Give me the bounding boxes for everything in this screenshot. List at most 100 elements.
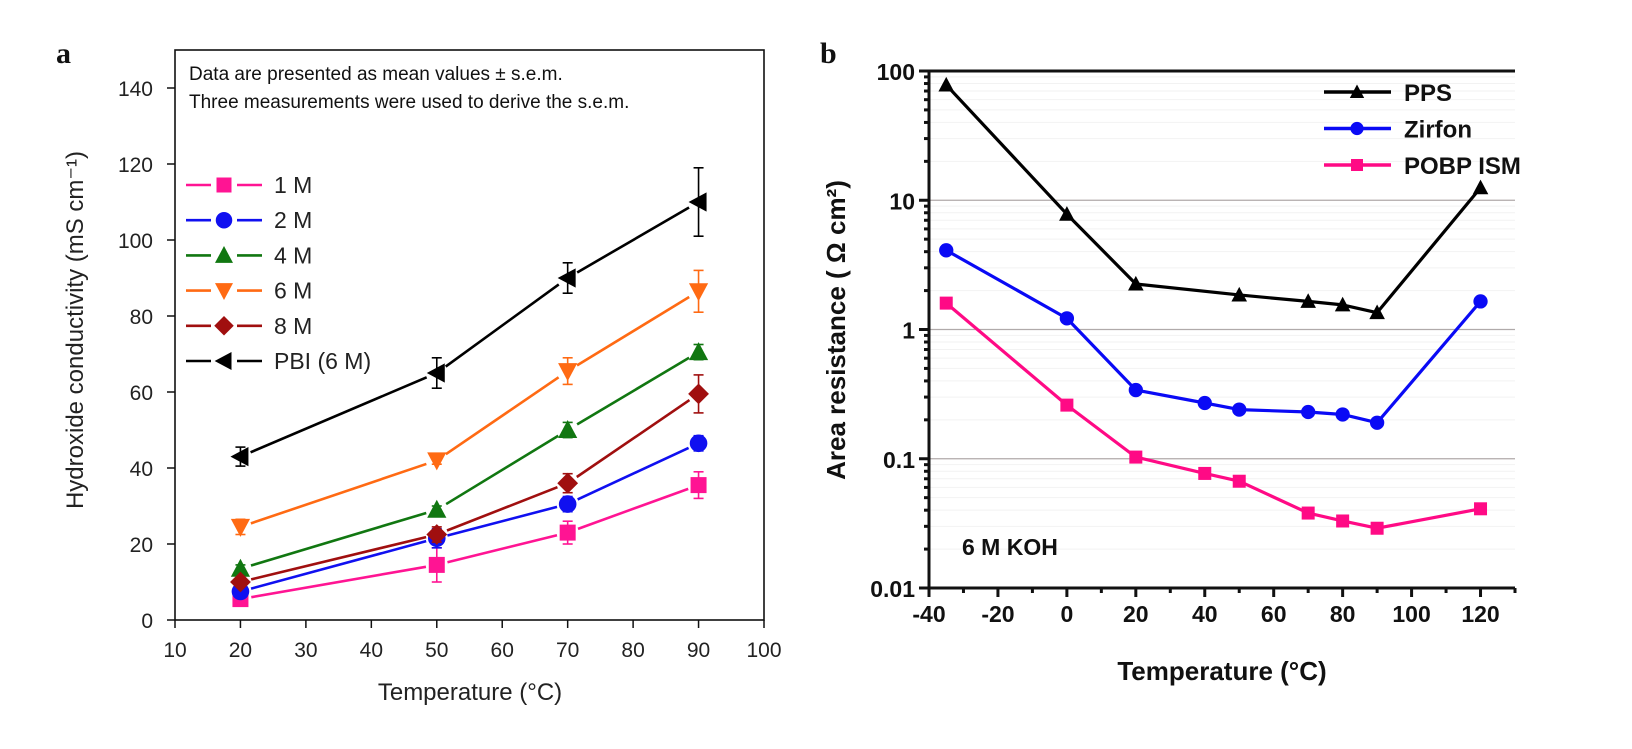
data-point (1369, 304, 1385, 320)
y-tick-label-a: 140 (118, 78, 153, 101)
data-point (1059, 206, 1075, 221)
x-tick-label-a: 80 (621, 639, 644, 662)
series-line-segment (576, 295, 690, 367)
x-tick-label-b: 20 (1123, 601, 1149, 627)
legend-item-a: 8 M (186, 313, 312, 339)
series-a-pbi-6-m- (230, 167, 707, 467)
data-point (559, 524, 576, 541)
data-point (230, 447, 249, 467)
data-point (939, 243, 954, 258)
x-tick-label-a: 30 (294, 639, 317, 662)
legend-item-b: POBP ISM (1324, 153, 1521, 180)
legend-marker-triangle-up-icon (215, 246, 233, 263)
data-point (1301, 404, 1316, 420)
legend-a: 1 M 2 M 4 M 6 M 8 M PBI (6 M) (186, 172, 371, 374)
x-tick-label-a: 20 (229, 639, 252, 662)
legend-marker-triangle-down-icon (215, 283, 233, 300)
x-tick-label-b: 0 (1060, 601, 1073, 627)
data-point (1129, 450, 1143, 464)
x-tick-label-b: 80 (1330, 601, 1356, 627)
annotation-koh: 6 M KOH (962, 534, 1058, 560)
series-line-segment (447, 505, 558, 537)
legend-marker-diamond-icon (214, 316, 234, 336)
legend-label-b: POBP ISM (1404, 153, 1521, 180)
series-b-pobp-ism (939, 296, 1488, 535)
data-point (1335, 407, 1350, 422)
data-point (230, 558, 251, 577)
data-point (1369, 415, 1385, 430)
data-point (938, 76, 955, 92)
data-point (1370, 521, 1384, 535)
x-tick-label-a: 60 (491, 639, 514, 662)
chart-b: -40 -20 0 20 40 60 80 100 120 0.01 0.1 1 10 100 PPS Zi… (821, 59, 1521, 686)
data-point (688, 383, 709, 405)
x-tick-label-b: 40 (1192, 601, 1218, 627)
data-point (230, 571, 251, 593)
legend-label-b: Zirfon (1404, 117, 1472, 144)
series-line-segment (445, 434, 559, 506)
series-line-segment (250, 511, 427, 567)
x-tick-label-a: 50 (425, 639, 448, 662)
legend-marker-square-icon (216, 177, 232, 193)
x-axis-label-b: Temperature (°C) (1117, 656, 1326, 686)
x-tick-label-a: 100 (746, 639, 781, 662)
y-tick-label-b: 10 (889, 188, 915, 214)
y-tick-label-a: 0 (141, 610, 153, 633)
series-b-zirfon (939, 243, 1488, 430)
legend-marker-triangle-left-icon (214, 352, 232, 370)
data-point (688, 283, 709, 302)
y-axis-label-a: Hydroxide conductivity (mS cm⁻¹) (62, 151, 89, 509)
legend-marker-square-icon (1351, 159, 1363, 171)
y-tick-label-a: 100 (118, 230, 153, 253)
x-axis-label-a: Temperature (°C) (378, 679, 562, 706)
data-point (1059, 311, 1075, 326)
data-point (1197, 395, 1212, 411)
data-point (1232, 402, 1247, 417)
series-line-segment (444, 283, 560, 368)
legend-item-a: 1 M (186, 172, 312, 198)
y-tick-label-a: 40 (130, 458, 153, 481)
data-point (689, 434, 708, 453)
legend-item-b: Zirfon (1324, 117, 1472, 144)
legend-label-a: 1 M (274, 172, 312, 198)
series-a-6-m (230, 269, 709, 537)
chart-a: 10 20 30 40 50 60 70 80 90 100020406080100120140 … (62, 49, 782, 706)
series-line (945, 83, 1482, 315)
data-point (230, 518, 251, 537)
series-line-segment (576, 206, 690, 274)
data-point (690, 477, 707, 494)
x-tick-label-a: 70 (556, 639, 579, 662)
legend-marker-triangle-up-icon (1349, 84, 1365, 98)
legend-item-a: PBI (6 M) (186, 348, 371, 374)
y-tick-label-b: 0.01 (870, 576, 915, 602)
legend-item-a: 6 M (186, 278, 312, 304)
data-point (1232, 474, 1246, 488)
series-line-segment (250, 462, 427, 525)
annotation-line-1: Data are presented as mean values ± s.e.… (189, 64, 563, 85)
series-line-segment (251, 565, 427, 599)
series-line-segment (576, 356, 690, 426)
data-point (426, 524, 448, 545)
data-point (426, 363, 445, 383)
series-a-4-m (230, 342, 709, 577)
legend-label-a: 2 M (274, 207, 312, 233)
legend-marker-circle-icon (215, 211, 233, 229)
panel-label-b: b (820, 37, 837, 70)
data-point (1231, 286, 1248, 302)
data-point (1472, 179, 1489, 195)
y-tick-label-a: 20 (130, 534, 153, 557)
x-tick-label-a: 10 (163, 639, 186, 662)
x-tick-label-b: 100 (1392, 601, 1430, 627)
series-line-segment (250, 539, 427, 590)
x-tick-label-b: 120 (1461, 601, 1499, 627)
data-point (1334, 296, 1351, 312)
y-tick-label-b: 0.1 (883, 447, 915, 473)
data-point (1128, 275, 1144, 291)
series-line (945, 301, 1481, 530)
legend-label-a: 8 M (274, 313, 312, 339)
series-line-segment (447, 533, 558, 564)
series-line-segment (577, 487, 689, 531)
y-axis-label-b: Area resistance ( Ω cm²) (821, 180, 851, 480)
series-line-segment (576, 399, 691, 479)
